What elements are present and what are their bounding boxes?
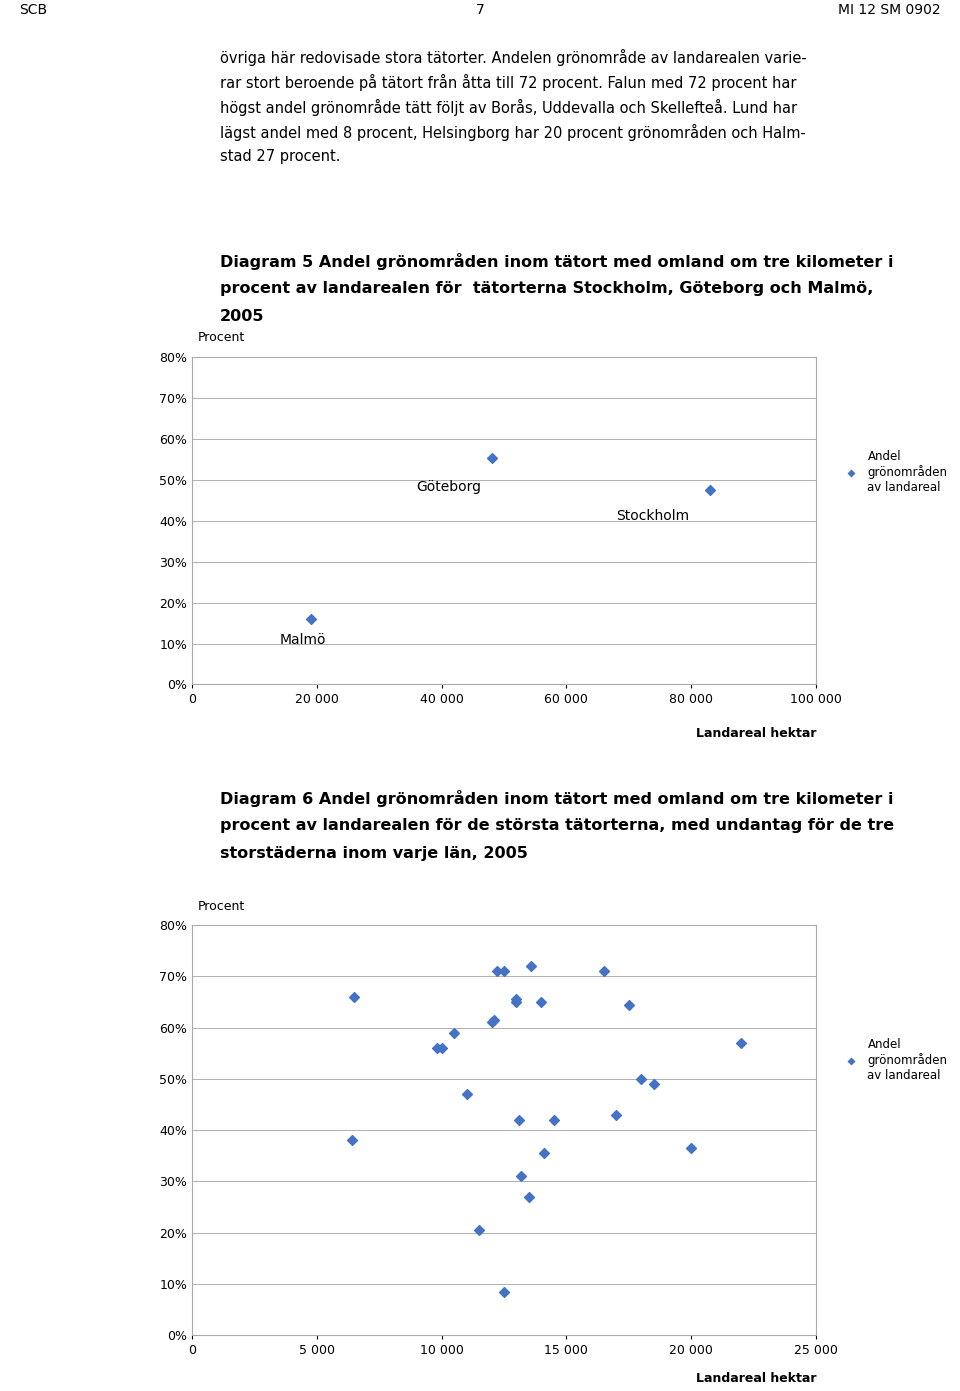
Text: Landareal hektar: Landareal hektar — [695, 1373, 816, 1385]
Point — [459, 1084, 474, 1106]
Point — [484, 1011, 499, 1034]
Point — [434, 1038, 449, 1060]
Text: MI 12 SM 0902: MI 12 SM 0902 — [838, 3, 941, 18]
Text: 7: 7 — [475, 3, 485, 18]
Point — [487, 1008, 502, 1031]
Text: Diagram 6 Andel grönområden inom tätort med omland om tre kilometer i: Diagram 6 Andel grönområden inom tätort … — [220, 790, 894, 807]
Text: högst andel grönområde tätt följt av Borås, Uddevalla och Skellefteå. Lund har: högst andel grönområde tätt följt av Bor… — [220, 99, 797, 115]
Point — [596, 960, 612, 982]
Point — [509, 990, 524, 1013]
Text: stad 27 procent.: stad 27 procent. — [220, 149, 341, 164]
Text: rar stort beroende på tätort från åtta till 72 procent. Falun med 72 procent har: rar stort beroende på tätort från åtta t… — [220, 74, 797, 90]
Text: lägst andel med 8 procent, Helsingborg har 20 procent grönområden och Halm-: lägst andel med 8 procent, Helsingborg h… — [220, 124, 805, 140]
Text: Procent: Procent — [199, 331, 246, 345]
Text: Procent: Procent — [199, 900, 246, 914]
Point — [509, 988, 524, 1010]
Point — [303, 608, 319, 630]
Point — [609, 1103, 624, 1125]
Text: 2005: 2005 — [220, 309, 264, 324]
Point — [537, 1142, 552, 1164]
Point — [514, 1166, 529, 1188]
Point — [496, 1281, 512, 1303]
Point — [496, 960, 512, 982]
Text: Göteborg: Göteborg — [417, 480, 482, 494]
Point — [512, 1109, 527, 1131]
Text: SCB: SCB — [19, 3, 47, 18]
Point — [471, 1219, 487, 1241]
Point — [733, 1032, 749, 1054]
Text: storstäderna inom varje län, 2005: storstäderna inom varje län, 2005 — [220, 846, 528, 861]
Point — [446, 1021, 462, 1043]
Point — [521, 1185, 537, 1207]
Point — [489, 960, 504, 982]
Point — [646, 1072, 661, 1095]
Legend: Andel
grönområden
av landareal: Andel grönområden av landareal — [834, 445, 952, 499]
Point — [621, 993, 636, 1015]
Point — [546, 1109, 562, 1131]
Point — [429, 1038, 444, 1060]
Text: Landareal hektar: Landareal hektar — [695, 727, 816, 740]
Point — [524, 954, 540, 976]
Text: procent av landarealen för  tätorterna Stockholm, Göteborg och Malmö,: procent av landarealen för tätorterna St… — [220, 281, 874, 296]
Text: Malmö: Malmö — [279, 633, 325, 647]
Text: övriga här redovisade stora tätorter. Andelen grönområde av landarealen varie-: övriga här redovisade stora tätorter. An… — [220, 49, 806, 65]
Point — [484, 447, 499, 469]
Text: procent av landarealen för de största tätorterna, med undantag för de tre: procent av landarealen för de största tä… — [220, 818, 894, 833]
Point — [703, 479, 718, 501]
Point — [534, 990, 549, 1013]
Point — [634, 1068, 649, 1091]
Text: Diagram 5 Andel grönområden inom tätort med omland om tre kilometer i: Diagram 5 Andel grönområden inom tätort … — [220, 253, 894, 270]
Text: Stockholm: Stockholm — [616, 509, 689, 523]
Legend: Andel
grönområden
av landareal: Andel grönområden av landareal — [834, 1034, 952, 1088]
Point — [684, 1136, 699, 1159]
Point — [347, 986, 362, 1008]
Point — [344, 1129, 359, 1152]
